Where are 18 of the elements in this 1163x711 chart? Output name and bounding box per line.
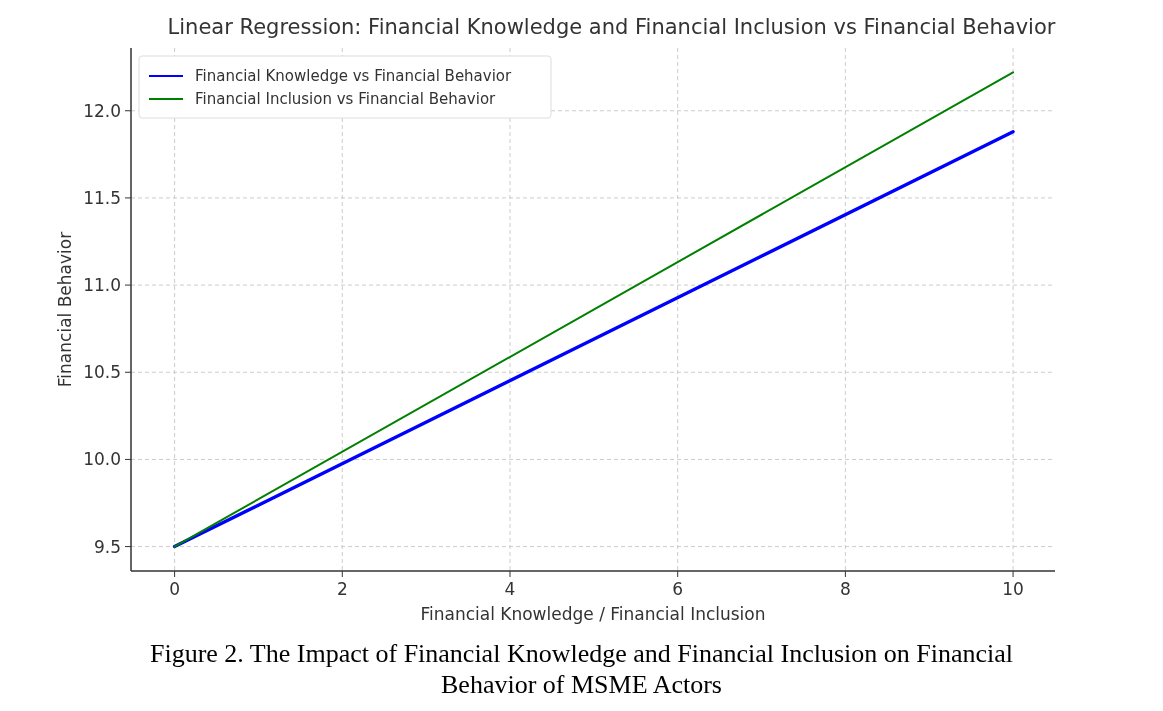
x-tick-label: 10 <box>1002 579 1024 599</box>
y-tick-label: 10.0 <box>83 449 121 470</box>
x-tick-label: 6 <box>672 579 684 599</box>
y-tick-label: 11.0 <box>83 275 121 296</box>
y-tick-label: 11.5 <box>83 187 121 208</box>
chart-title: Linear Regression: Financial Knowledge and Financial Inclusion vs Financial Behavior <box>167 15 1056 39</box>
x-tick-label: 2 <box>336 579 348 599</box>
x-axis-title: Financial Knowledge / Financial Inclusion <box>420 604 766 624</box>
y-tick-label: 10.5 <box>83 362 121 383</box>
y-axis-title: Financial Behavior <box>55 231 75 388</box>
caption: Figure 2. The Impact of Financial Knowledge and Financial Inclusion on Financial Behavior of MSME Actors <box>148 638 1015 701</box>
legend-label: Financial Inclusion vs Financial Behavior <box>195 90 497 109</box>
y-tick-label: 12.0 <box>83 100 121 121</box>
x-tick-label: 4 <box>504 579 516 599</box>
y-tick-label: 9.5 <box>93 536 121 557</box>
x-tick-label: 0 <box>169 579 181 599</box>
x-tick-label: 8 <box>839 579 851 599</box>
legend-label: Financial Knowledge vs Financial Behavior <box>195 67 513 86</box>
